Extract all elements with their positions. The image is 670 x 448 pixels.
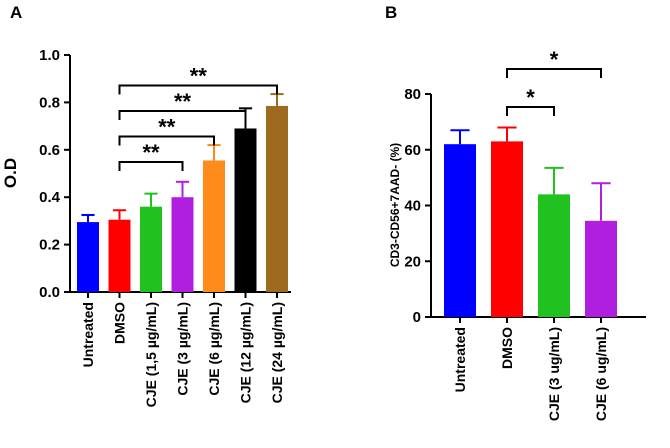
x-tick-label: CJE (3 µg/mL) — [175, 302, 191, 396]
bar — [538, 194, 570, 317]
y-tick-label: 20 — [404, 253, 421, 270]
y-tick-label: 0 — [413, 309, 421, 326]
bar — [203, 160, 225, 292]
significance-bracket — [118, 110, 247, 120]
y-tick-label: 60 — [404, 142, 421, 159]
significance-bracket — [506, 106, 555, 116]
significance-label: ** — [190, 64, 208, 89]
y-tick-label: 0.0 — [39, 284, 60, 301]
x-tick-label: DMSO — [499, 327, 515, 369]
y-axis-title: O.D — [1, 158, 20, 188]
significance-label: * — [526, 85, 535, 110]
y-axis-title: CD3-CD56+7AAD- (%) — [388, 143, 402, 267]
x-tick-label: CJE (3 ug/mL) — [546, 327, 562, 421]
bar — [266, 105, 288, 292]
panel-b: B CD3-CD56+7AAD- (%) 0 20 40 60 80 Untreated DMS… — [385, 3, 646, 421]
x-tick-label: CJE (12 µg/mL) — [238, 302, 254, 403]
bar — [171, 197, 194, 292]
significance-bracket — [506, 68, 602, 78]
significance-label: ** — [158, 115, 176, 140]
x-tick-label: CJE (6 ug/mL) — [593, 327, 609, 421]
panel-label-a: A — [10, 3, 22, 22]
significance-bracket — [118, 84, 278, 95]
significance-label: ** — [142, 140, 160, 165]
y-tick-label: 80 — [404, 86, 421, 103]
significance-label: * — [550, 47, 559, 72]
y-tick-label: 40 — [404, 198, 421, 215]
y-tick-label: 0.8 — [39, 94, 60, 111]
x-tick-label: CJE (6 µg/mL) — [206, 302, 222, 396]
x-tick-label: CJE (24 µg/mL) — [269, 302, 285, 403]
significance-bracket — [118, 135, 215, 146]
bar — [491, 141, 523, 317]
bar — [77, 222, 99, 292]
y-tick-label: 0.2 — [39, 237, 60, 254]
x-tick-label: CJE (1,5 µg/mL) — [143, 302, 159, 407]
panel-label-b: B — [385, 3, 397, 22]
bar — [444, 144, 476, 317]
significance-label: ** — [174, 89, 192, 114]
panel-a: A O.D 0.0 0.2 0.4 0.6 0.8 1.0 Untreated DMSO CJE (… — [1, 3, 291, 407]
bar — [140, 206, 162, 292]
y-tick-label: 0.4 — [39, 189, 61, 206]
y-tick-label: 0.6 — [39, 142, 60, 159]
x-tick-label: Untreated — [80, 302, 96, 367]
bar — [234, 128, 257, 292]
significance-bracket — [118, 161, 184, 171]
bar — [108, 219, 131, 292]
x-tick-label: Untreated — [452, 327, 468, 392]
bar — [585, 220, 617, 317]
y-tick-label: 1.0 — [39, 47, 60, 64]
x-tick-label: DMSO — [112, 302, 128, 344]
